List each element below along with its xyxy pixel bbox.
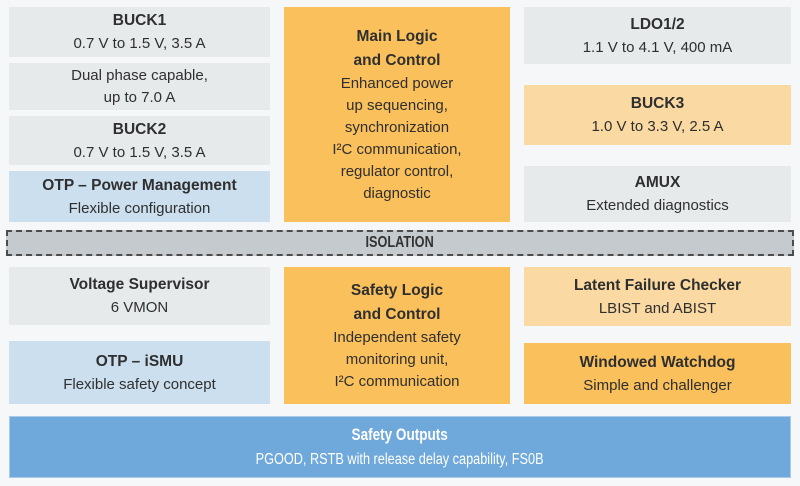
isolation-bar: ISOLATION [6,230,794,256]
footer-title-row: Safety Outputs [341,423,458,448]
block-title: AMUX [634,174,681,191]
block-windowed-watchdog: Windowed Watchdog Simple and challenger [524,343,791,404]
block-text-line: synchronization [344,118,450,136]
block-title: LDO1/2 [630,15,685,33]
block-buck1: BUCK1 0.7 V to 1.5 V, 3.5 A [9,7,270,57]
block-voltage-supervisor: Voltage Supervisor 6 VMON [9,267,270,325]
block-text-line: up sequencing, [346,96,448,114]
block-subtitle: 6 VMON [110,299,169,316]
block-title: and Control [353,51,441,69]
top-right-column: LDO1/2 1.1 V to 4.1 V, 400 mA BUCK3 1.0 … [524,7,791,222]
block-subtitle: 0.7 V to 1.5 V, 3.5 A [73,35,206,52]
isolation-label: ISOLATION [365,234,435,251]
block-text-line: I²C communication [334,372,460,390]
block-subtitle: Flexible safety concept [63,375,216,393]
block-subtitle: PGOOD, RSTB with release delay capabilit… [256,451,544,468]
top-left-column: BUCK1 0.7 V to 1.5 V, 3.5 A Dual phase c… [9,7,270,222]
block-dual-phase: Dual phase capable, up to 7.0 A [9,63,270,110]
block-main-logic-and-control: Main Logic and Control Enhanced power up… [284,7,510,222]
block-subtitle: Simple and challenger [583,376,732,394]
top-section: BUCK1 0.7 V to 1.5 V, 3.5 A Dual phase c… [9,7,791,222]
block-title: OTP – iSMU [95,352,184,370]
block-subtitle: 0.7 V to 1.5 V, 3.5 A [73,143,206,161]
block-title: BUCK2 [112,120,167,138]
block-title: BUCK1 [112,12,167,29]
block-safety-logic-and-control: Safety Logic and Control Independent saf… [284,267,510,404]
block-subtitle: 1.0 V to 3.3 V, 2.5 A [591,118,724,135]
block-subtitle: LBIST and ABIST [598,299,717,317]
block-text-line: up to 7.0 A [103,88,176,106]
bottom-right-column: Latent Failure Checker LBIST and ABIST W… [524,267,791,404]
block-text-line: Enhanced power [340,74,454,92]
block-title: and Control [353,305,441,323]
block-text-line: Independent safety [333,328,461,346]
safety-outputs-bar: Safety Outputs PGOOD, RSTB with release … [9,416,791,478]
block-subtitle: Extended diagnostics [586,197,729,214]
block-title: BUCK3 [630,95,685,112]
block-text-line: monitoring unit, [345,350,449,368]
block-buck3: BUCK3 1.0 V to 3.3 V, 2.5 A [524,85,791,145]
block-ldo1-2: LDO1/2 1.1 V to 4.1 V, 400 mA [524,7,791,64]
block-buck2: BUCK2 0.7 V to 1.5 V, 3.5 A [9,116,270,165]
block-text-line: diagnostic [363,184,431,202]
block-text-line: regulator control, [340,162,454,180]
block-subtitle: Flexible configuration [68,199,211,217]
block-amux: AMUX Extended diagnostics [524,166,791,222]
block-title: Latent Failure Checker [573,276,742,294]
block-otp-power-management: OTP – Power Management Flexible configur… [9,171,270,222]
block-title: Main Logic [356,27,438,45]
block-title: Safety Outputs [351,426,449,444]
block-otp-ismu: OTP – iSMU Flexible safety concept [9,341,270,404]
bottom-section: Voltage Supervisor 6 VMON OTP – iSMU Fle… [9,267,791,404]
block-title: Safety Logic [350,281,444,299]
block-title: Voltage Supervisor [69,276,210,293]
block-title: Windowed Watchdog [579,353,736,371]
block-subtitle: 1.1 V to 4.1 V, 400 mA [582,38,733,56]
block-text-line: I²C communication, [332,140,462,158]
footer-subtitle-row: PGOOD, RSTB with release delay capabilit… [224,448,575,471]
block-latent-failure-checker: Latent Failure Checker LBIST and ABIST [524,267,791,326]
bottom-left-column: Voltage Supervisor 6 VMON OTP – iSMU Fle… [9,267,270,404]
block-title: OTP – Power Management [42,176,237,194]
block-text-line: Dual phase capable, [71,66,208,84]
